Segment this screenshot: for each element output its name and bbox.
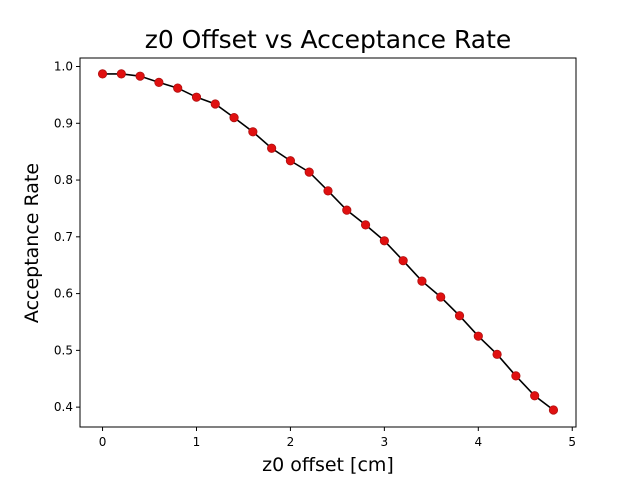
- data-point: [173, 83, 183, 93]
- data-point: [548, 405, 559, 415]
- y-tick-label: 0.6: [54, 287, 73, 301]
- data-point: [530, 391, 540, 401]
- data-point: [135, 71, 145, 81]
- y-tick-label: 1.0: [54, 60, 73, 74]
- data-point: [360, 220, 371, 230]
- data-point: [492, 349, 502, 359]
- data-point: [398, 256, 408, 266]
- series-line: [102, 73, 554, 411]
- x-tick-label: 3: [381, 435, 389, 449]
- series-markers: [97, 69, 559, 415]
- plot-frame: [79, 57, 577, 428]
- y-tick-label: 0.5: [54, 343, 73, 357]
- x-axis-label: z0 offset [cm]: [262, 454, 394, 476]
- x-tick-label: 5: [568, 435, 576, 449]
- x-tick-label: 0: [99, 435, 107, 449]
- y-tick-label: 0.9: [54, 116, 73, 130]
- data-point: [267, 143, 277, 153]
- y-tick-label: 0.4: [54, 400, 73, 414]
- data-point: [323, 186, 333, 196]
- data-point: [191, 92, 202, 102]
- data-point: [417, 276, 427, 286]
- data-point: [210, 99, 220, 109]
- x-tick-label: 2: [287, 435, 295, 449]
- data-point: [154, 77, 164, 88]
- data-point: [97, 69, 108, 79]
- data-point: [248, 127, 258, 137]
- y-axis-ticks: 0.4 0.5 0.6 0.7 0.8 0.9 1.0: [54, 60, 80, 414]
- data-point: [304, 167, 314, 177]
- y-axis-label: Acceptance Rate: [21, 163, 43, 323]
- chart-title: z0 Offset vs Acceptance Rate: [145, 25, 512, 54]
- x-axis-ticks: 0 1 2 3 4 5: [99, 427, 576, 449]
- data-point: [436, 292, 446, 302]
- data-point: [454, 311, 465, 321]
- data-point: [379, 236, 389, 246]
- data-point: [473, 331, 483, 341]
- data-point: [285, 156, 296, 166]
- data-point: [511, 371, 521, 381]
- x-tick-label: 1: [193, 435, 201, 449]
- x-tick-label: 4: [474, 435, 482, 449]
- y-tick-label: 0.7: [54, 230, 73, 244]
- data-point: [342, 205, 352, 215]
- data-point: [229, 113, 239, 123]
- y-tick-label: 0.8: [54, 173, 73, 187]
- data-point: [116, 69, 126, 79]
